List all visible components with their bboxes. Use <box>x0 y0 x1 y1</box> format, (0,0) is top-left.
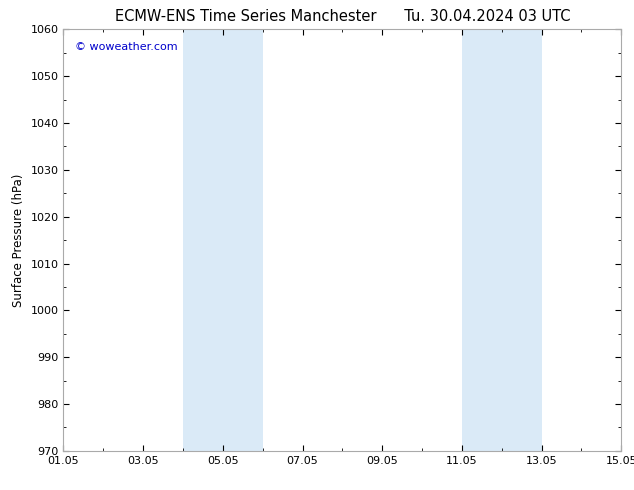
Text: © woweather.com: © woweather.com <box>75 42 177 52</box>
Y-axis label: Surface Pressure (hPa): Surface Pressure (hPa) <box>12 173 25 307</box>
Bar <box>183 29 223 451</box>
Bar <box>223 29 262 451</box>
Bar <box>462 29 501 451</box>
Bar <box>501 29 541 451</box>
Title: ECMW-ENS Time Series Manchester      Tu. 30.04.2024 03 UTC: ECMW-ENS Time Series Manchester Tu. 30.0… <box>115 9 570 24</box>
